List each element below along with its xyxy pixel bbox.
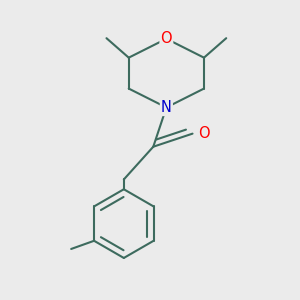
Text: N: N <box>161 100 172 115</box>
Text: O: O <box>160 31 172 46</box>
Text: O: O <box>198 126 210 141</box>
